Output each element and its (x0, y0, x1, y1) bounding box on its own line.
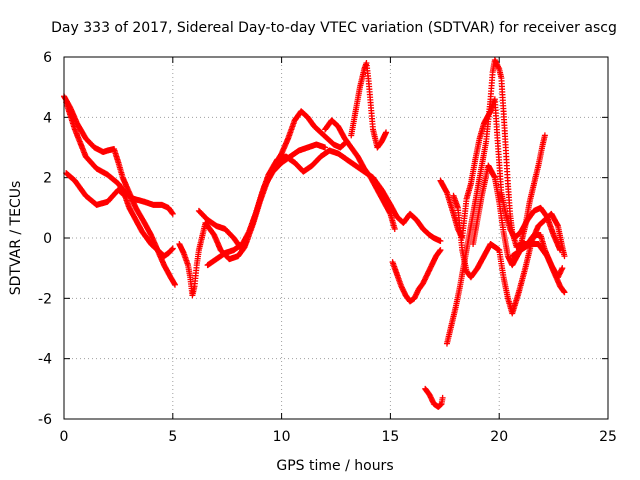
data-point (561, 289, 568, 296)
data-point (559, 265, 566, 272)
series-track-g (322, 117, 398, 232)
x-tick-label: 20 (490, 429, 508, 445)
y-tick-label: 0 (43, 231, 52, 247)
series-track-i (389, 247, 444, 305)
data-point (383, 129, 390, 136)
data-point (439, 394, 446, 401)
data-point (391, 225, 398, 232)
data-point (171, 281, 178, 288)
x-tick-label: 25 (599, 429, 617, 445)
y-tick-label: 4 (43, 110, 52, 126)
y-tick-label: 2 (43, 171, 52, 187)
grid-lines (64, 57, 608, 419)
y-tick-label: 6 (43, 50, 52, 66)
series-track-o (470, 132, 548, 269)
x-tick-label: 10 (273, 429, 291, 445)
x-tick-label: 0 (60, 429, 69, 445)
plot-frame (63, 56, 609, 420)
data-point (169, 210, 176, 217)
series-track-h (348, 60, 390, 151)
chart-title: Day 333 of 2017, Sidereal Day-to-day VTE… (51, 20, 617, 36)
data-point (437, 247, 444, 254)
x-axis-label: GPS time / hours (276, 458, 393, 474)
series-track-j (422, 385, 446, 410)
y-tick-label: -2 (38, 291, 52, 307)
data-point (169, 246, 176, 253)
data-point (437, 238, 444, 245)
series-track-c (63, 99, 176, 217)
data-point (322, 144, 329, 151)
data-point (541, 132, 548, 139)
axis-ticks: 0 5 10 15 20 25 -6 -4 -2 0 2 4 6 (38, 50, 617, 445)
y-tick-label: -6 (38, 412, 52, 428)
data-point (169, 245, 176, 252)
series-track-f (204, 147, 444, 269)
data-series (61, 57, 568, 410)
series-track-m (450, 192, 568, 317)
data-point (561, 253, 568, 260)
series-track-b (63, 170, 176, 260)
y-axis-label: SDTVAR / TECUs (8, 181, 24, 296)
x-tick-label: 15 (381, 429, 399, 445)
x-tick-label: 5 (168, 429, 177, 445)
y-tick-label: -4 (38, 352, 52, 368)
